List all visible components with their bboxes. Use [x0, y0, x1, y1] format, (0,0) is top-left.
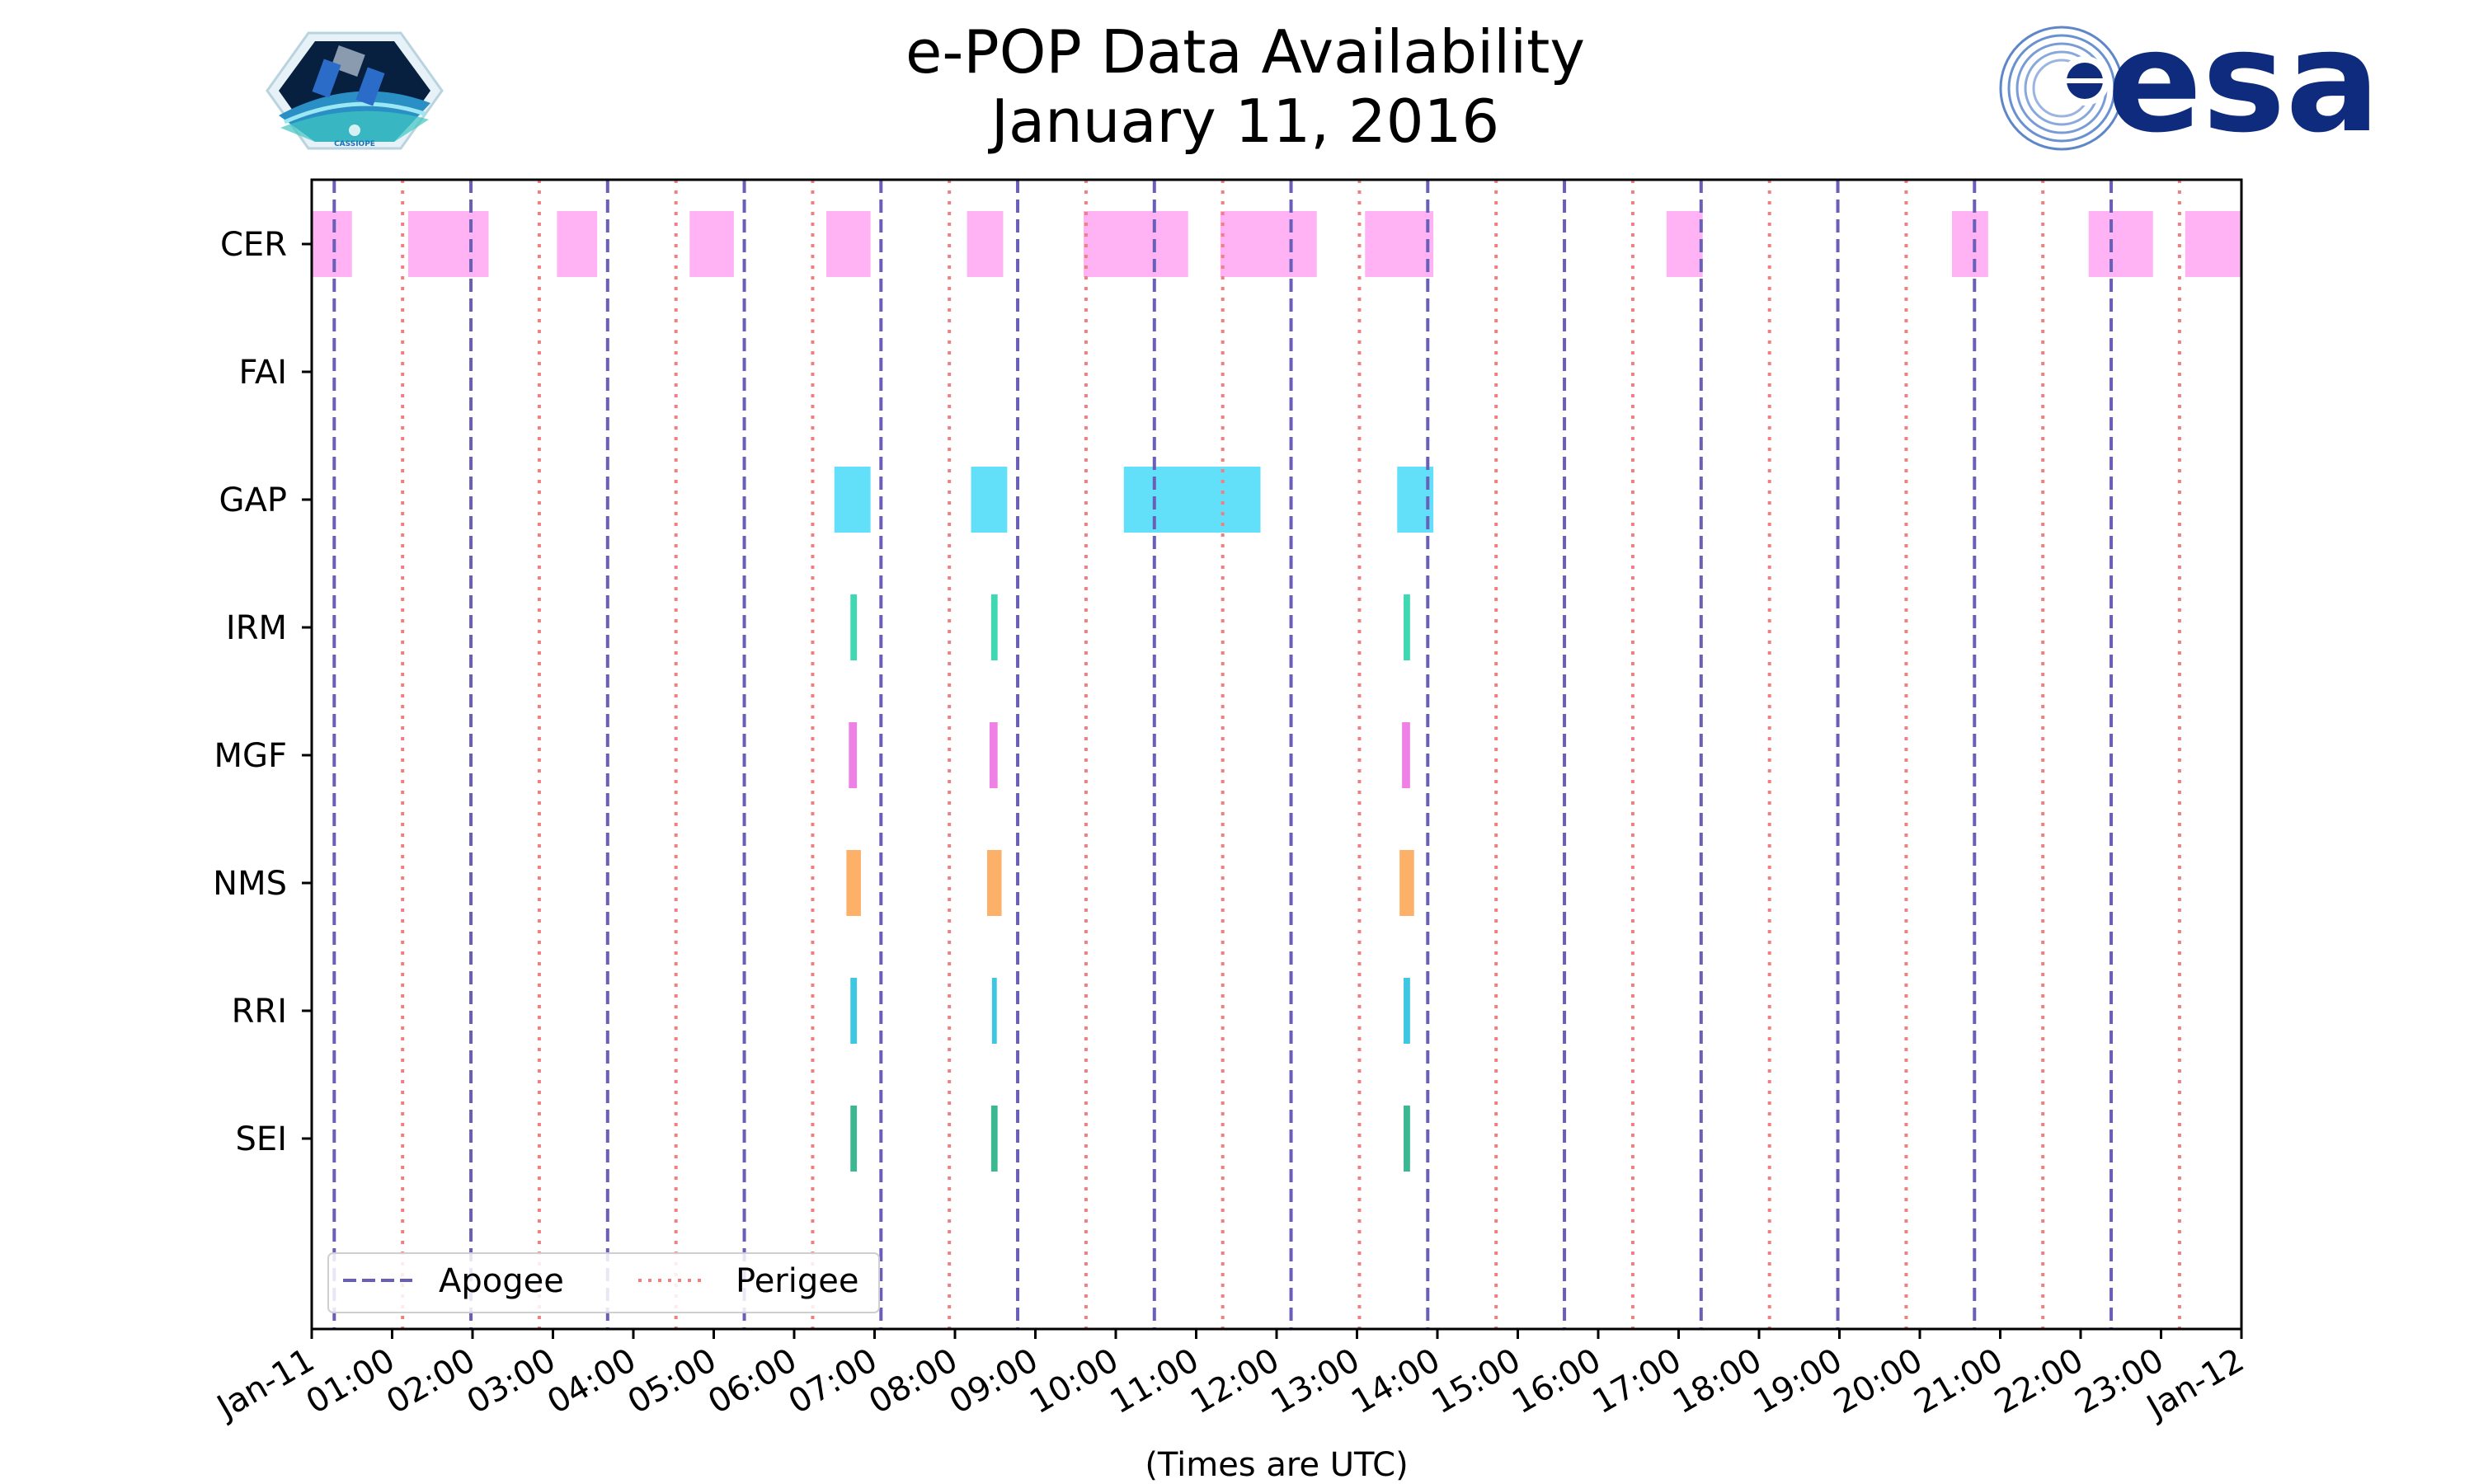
y-tick-label-sei: SEI — [236, 1120, 287, 1158]
y-tick-label-gap: GAP — [219, 481, 287, 519]
x-tick-label-17: 17:00 — [1587, 1341, 1688, 1421]
bar-sei-2 — [1404, 1106, 1410, 1172]
bar-nms-2 — [1399, 850, 1414, 916]
bar-gap-2 — [1123, 467, 1261, 533]
bar-gap-0 — [834, 467, 871, 533]
bars-layer — [312, 211, 2241, 1172]
bar-cer-3 — [689, 211, 734, 277]
legend: Apogee Perigee — [327, 1252, 880, 1313]
x-tick-label-18: 18:00 — [1667, 1341, 1768, 1421]
bar-cer-4 — [826, 211, 871, 277]
x-tick-label-2: 02:00 — [380, 1341, 482, 1421]
bar-nms-0 — [846, 850, 861, 916]
y-axis: CER FAI GAP IRM MGF NMS RRI SEI — [213, 226, 312, 1158]
x-axis: Jan-1101:0002:0003:0004:0005:0006:0007:0… — [209, 1329, 2251, 1428]
chart-title-line-2: January 11, 2016 — [988, 87, 1499, 156]
bar-cer-1 — [408, 211, 489, 277]
x-tick-label-6: 06:00 — [702, 1341, 803, 1421]
x-tick-label-5: 05:00 — [622, 1341, 723, 1421]
x-tick-label-22: 22:00 — [1988, 1341, 2090, 1421]
x-axis-label: (Times are UTC) — [1145, 1446, 1408, 1484]
bar-cer-5 — [967, 211, 1004, 277]
bar-mgf-2 — [1402, 722, 1410, 788]
x-tick-label-13: 13:00 — [1265, 1341, 1366, 1421]
bar-sei-0 — [850, 1106, 858, 1172]
plot-area: CER FAI GAP IRM MGF NMS RRI SEI Jan-1101:0002:0… — [209, 178, 2251, 1428]
bar-mgf-0 — [849, 722, 858, 788]
y-tick-label-cer: CER — [220, 226, 287, 264]
esa-wordmark: esa — [2107, 1, 2380, 164]
plot-frame — [310, 178, 2243, 1331]
x-tick-label-0: Jan-11 — [209, 1341, 321, 1428]
bar-gap-1 — [971, 467, 1008, 533]
x-tick-label-15: 15:00 — [1426, 1341, 1527, 1421]
x-tick-label-8: 08:00 — [863, 1341, 964, 1421]
x-tick-label-11: 11:00 — [1104, 1341, 1206, 1421]
y-tick-label-mgf: MGF — [214, 737, 287, 775]
x-tick-label-7: 07:00 — [783, 1341, 884, 1421]
esa-logo: esa — [1999, 1, 2380, 164]
bar-irm-0 — [850, 594, 858, 660]
bar-cer-12 — [2185, 211, 2241, 277]
x-tick-label-1: 01:00 — [300, 1341, 402, 1421]
y-tick-label-irm: IRM — [226, 609, 287, 647]
x-tick-label-12: 12:00 — [1184, 1341, 1286, 1421]
x-tick-label-19: 19:00 — [1747, 1341, 1849, 1421]
x-tick-label-20: 20:00 — [1827, 1341, 1929, 1421]
x-tick-label-3: 03:00 — [461, 1341, 562, 1421]
bar-cer-6 — [1084, 211, 1188, 277]
bar-irm-2 — [1404, 594, 1410, 660]
bar-sei-1 — [990, 1106, 998, 1172]
orbit-lines-layer — [332, 180, 2181, 1329]
bar-cer-2 — [557, 211, 598, 277]
bar-cer-8 — [1365, 211, 1434, 277]
bar-rri-2 — [1404, 978, 1410, 1044]
cassiope-logo: CASSIOPE — [266, 31, 444, 150]
x-tick-label-10: 10:00 — [1023, 1341, 1125, 1421]
bar-nms-1 — [987, 850, 1002, 916]
y-tick-label-nms: NMS — [213, 865, 287, 903]
legend-perigee-label: Perigee — [736, 1262, 858, 1300]
legend-apogee-label: Apogee — [439, 1262, 564, 1300]
bar-rri-0 — [850, 978, 858, 1044]
bar-cer-0 — [312, 211, 352, 277]
bar-rri-1 — [991, 978, 997, 1044]
x-tick-label-4: 04:00 — [541, 1341, 642, 1421]
y-tick-label-rri: RRI — [232, 993, 287, 1031]
bar-cer-7 — [1220, 211, 1317, 277]
bar-irm-1 — [990, 594, 998, 660]
x-tick-label-9: 09:00 — [943, 1341, 1045, 1421]
bar-cer-11 — [2088, 211, 2153, 277]
cassiope-caption: CASSIOPE — [334, 140, 375, 148]
bar-cer-10 — [1952, 211, 1988, 277]
bar-mgf-1 — [989, 722, 998, 788]
bar-cer-9 — [1666, 211, 1703, 277]
x-tick-label-14: 14:00 — [1345, 1341, 1446, 1421]
x-tick-label-21: 21:00 — [1908, 1341, 2010, 1421]
x-tick-label-16: 16:00 — [1506, 1341, 1607, 1421]
chart-title-line-1: e-POP Data Availability — [905, 17, 1585, 87]
legend-box — [327, 1252, 880, 1313]
y-tick-label-fai: FAI — [239, 354, 288, 392]
